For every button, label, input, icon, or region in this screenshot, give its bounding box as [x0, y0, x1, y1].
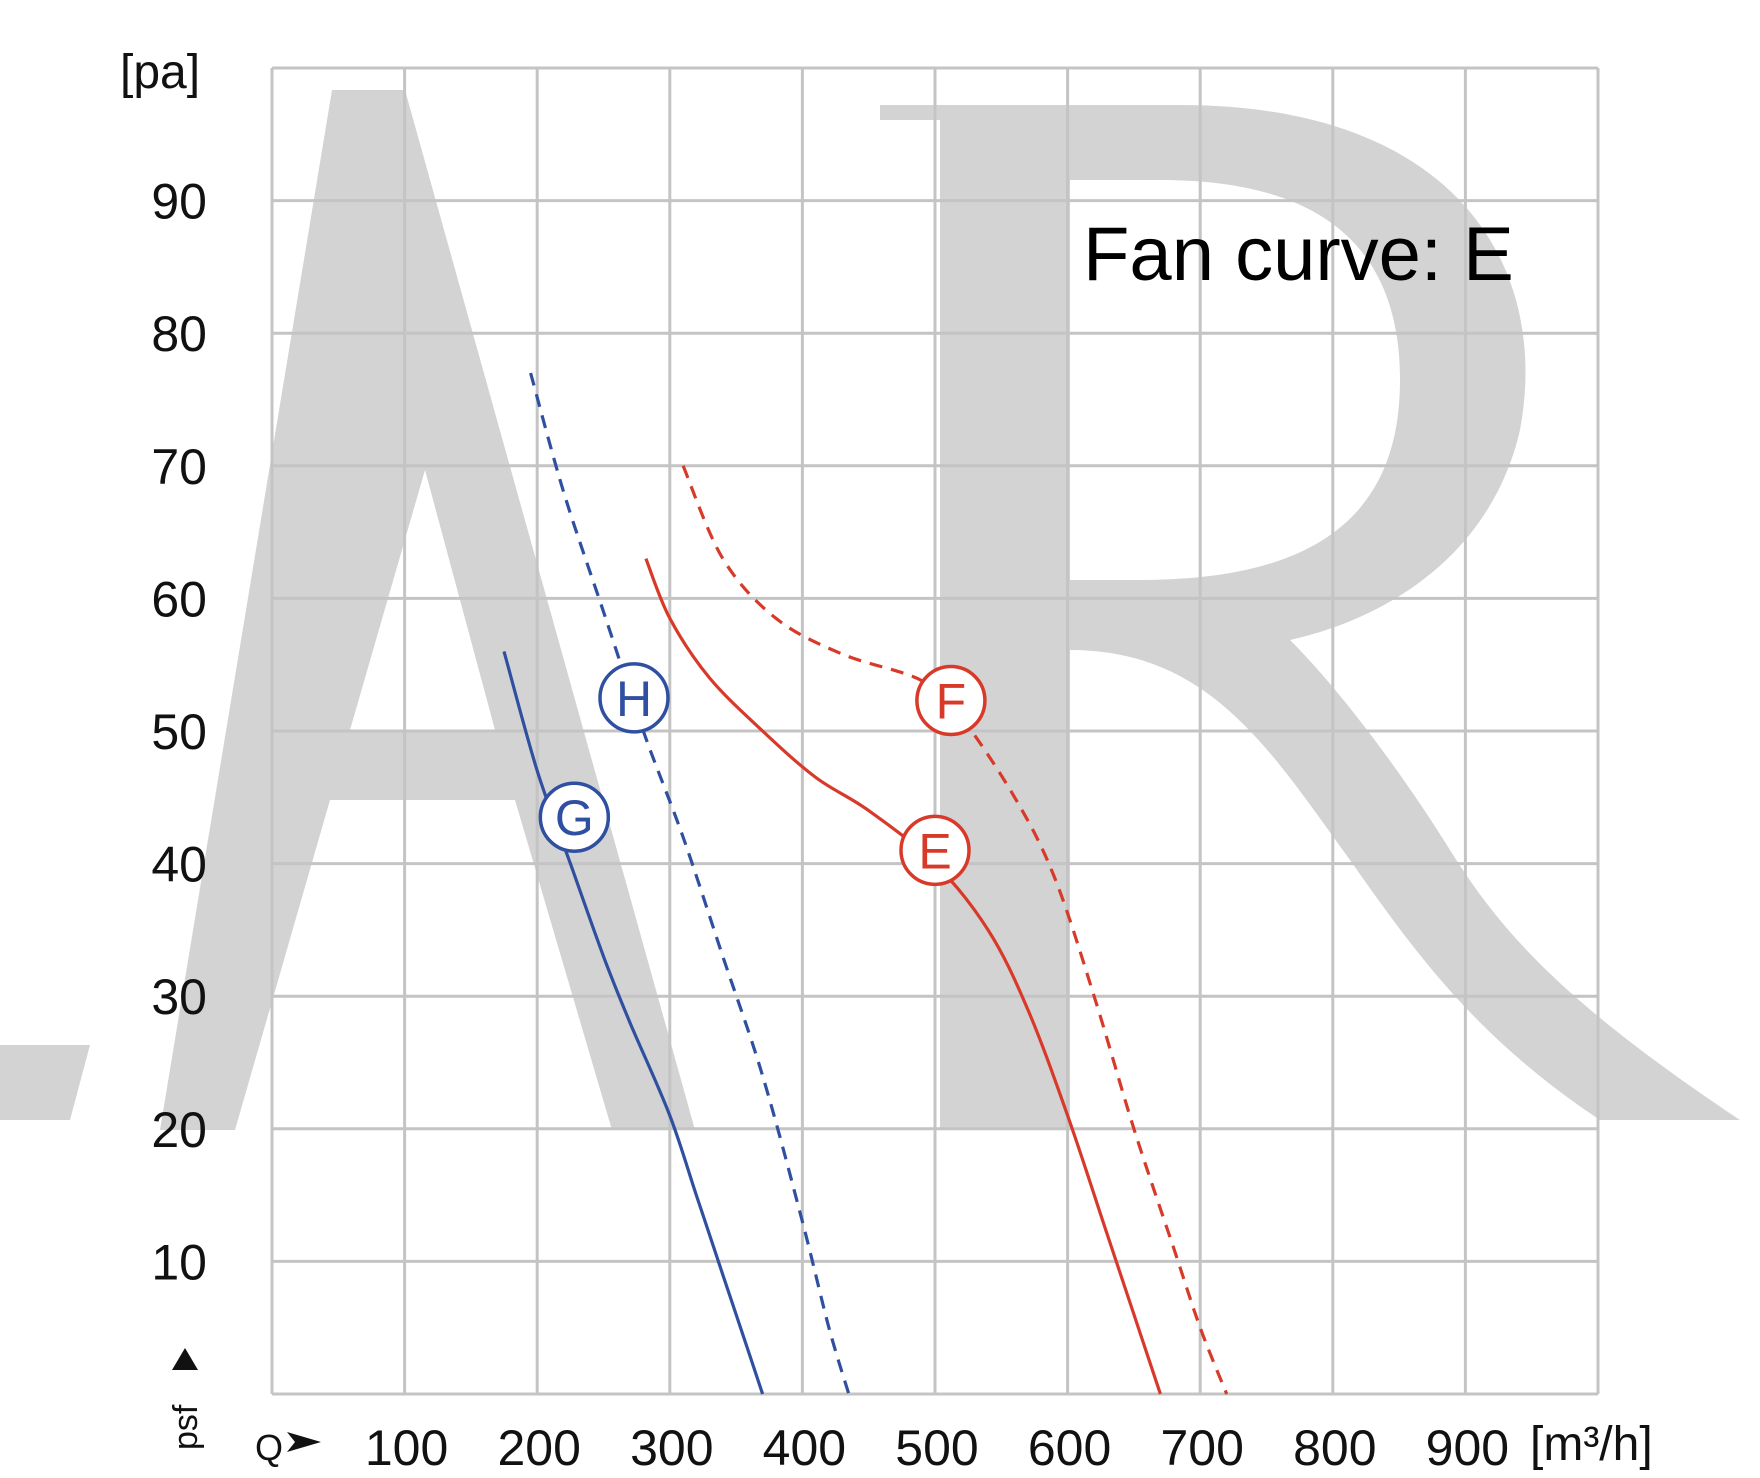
- watermark-letter-r-bowl: [880, 105, 1740, 1120]
- watermark-letter-r-stem: [940, 120, 1070, 1130]
- marker-circle: [598, 662, 670, 734]
- watermark-logo: [0, 90, 1740, 1130]
- x-tick-label: 700: [1160, 1420, 1243, 1476]
- x-tick-label: 200: [497, 1420, 580, 1476]
- y-tick-label: 30: [151, 969, 207, 1025]
- marker-f: F: [915, 664, 987, 737]
- y-tick-label: 80: [151, 306, 207, 362]
- y-tick-label: 10: [151, 1234, 207, 1290]
- marker-g: G: [538, 781, 611, 853]
- marker-e: E: [899, 814, 971, 887]
- axis-labels: 10 20 30 40 50 60 70 80 90 100 200 300 400 500 600 700 8…: [120, 46, 1653, 1476]
- y-tick-label: 40: [151, 837, 207, 893]
- watermark-edge: [0, 1045, 90, 1120]
- marker-label: H: [616, 671, 652, 727]
- marker-label: F: [936, 674, 967, 730]
- y-tick-label: 90: [151, 174, 207, 230]
- x-axis-label: Q: [255, 1427, 283, 1468]
- x-axis-unit: [m³/h]: [1530, 1418, 1653, 1471]
- y-axis-label: psf: [167, 1404, 205, 1450]
- y-tick-label: 60: [151, 571, 207, 627]
- series-line-e: [644, 558, 1162, 1395]
- y-axis-arrow-icon: [172, 1348, 198, 1370]
- series-line-h: [529, 372, 851, 1395]
- x-tick-label: 600: [1028, 1420, 1111, 1476]
- marker-label: E: [918, 823, 951, 879]
- marker-circle: [538, 781, 611, 853]
- fan-curve-annotation: Fan curve: E: [1083, 212, 1514, 297]
- x-tick-label: 300: [630, 1420, 713, 1476]
- y-tick-label: 20: [151, 1102, 207, 1158]
- marker-label: G: [555, 790, 594, 846]
- series-line-f: [681, 465, 1229, 1395]
- marker-h: H: [598, 662, 670, 734]
- x-tick-label: 100: [365, 1420, 448, 1476]
- marker-circle: [899, 814, 971, 887]
- curve-markers: E F G H: [538, 662, 987, 887]
- x-tick-label: 500: [895, 1420, 978, 1476]
- y-tick-label: 70: [151, 439, 207, 495]
- watermark-letter-a: [160, 90, 695, 1130]
- x-tick-label: 800: [1293, 1420, 1376, 1476]
- y-tick-label: 50: [151, 704, 207, 760]
- marker-circle: [915, 664, 987, 737]
- x-tick-label: 900: [1426, 1420, 1509, 1476]
- x-axis-arrow-icon: [287, 1432, 321, 1452]
- y-axis-unit: [pa]: [120, 46, 200, 99]
- x-tick-label: 400: [763, 1420, 846, 1476]
